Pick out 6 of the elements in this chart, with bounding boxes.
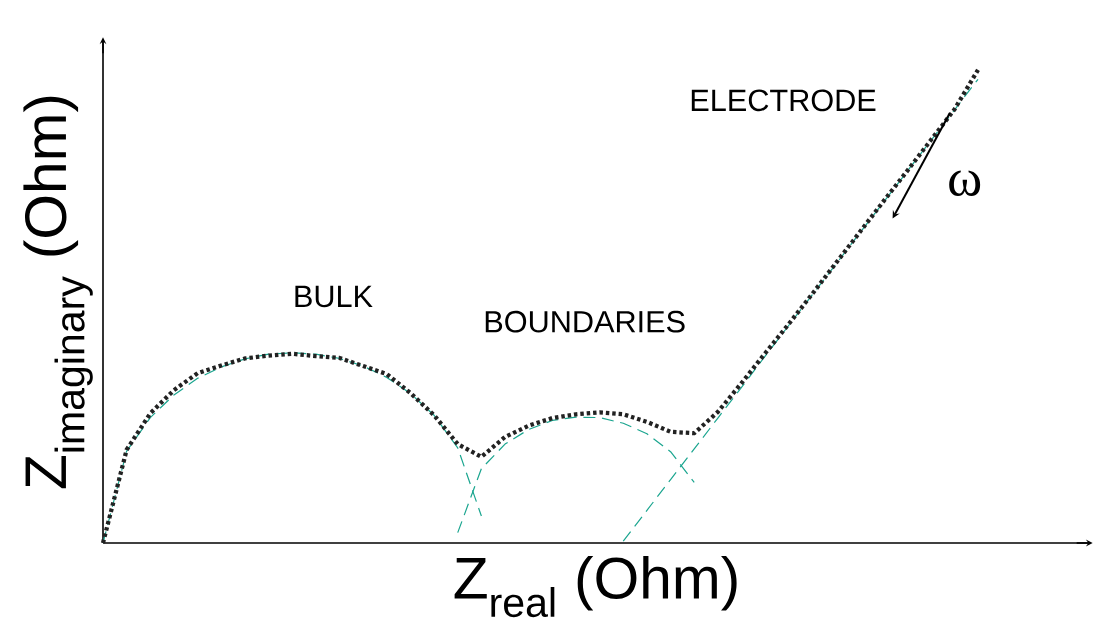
annotation: BULK bbox=[295, 285, 373, 308]
annotation: ω bbox=[949, 170, 981, 197]
annotation: BOUNDARIES bbox=[485, 310, 685, 333]
annotation: ELECTRODE bbox=[691, 89, 876, 112]
x-axis-title: $\mathrm{Z_{real}}\ \mbox{(Ohm)}$ bbox=[454, 555, 737, 618]
y-axis-title: $\mathrm{Z_{imaginary}}\ \mbox{(Ohm)}$ bbox=[23, 96, 93, 489]
